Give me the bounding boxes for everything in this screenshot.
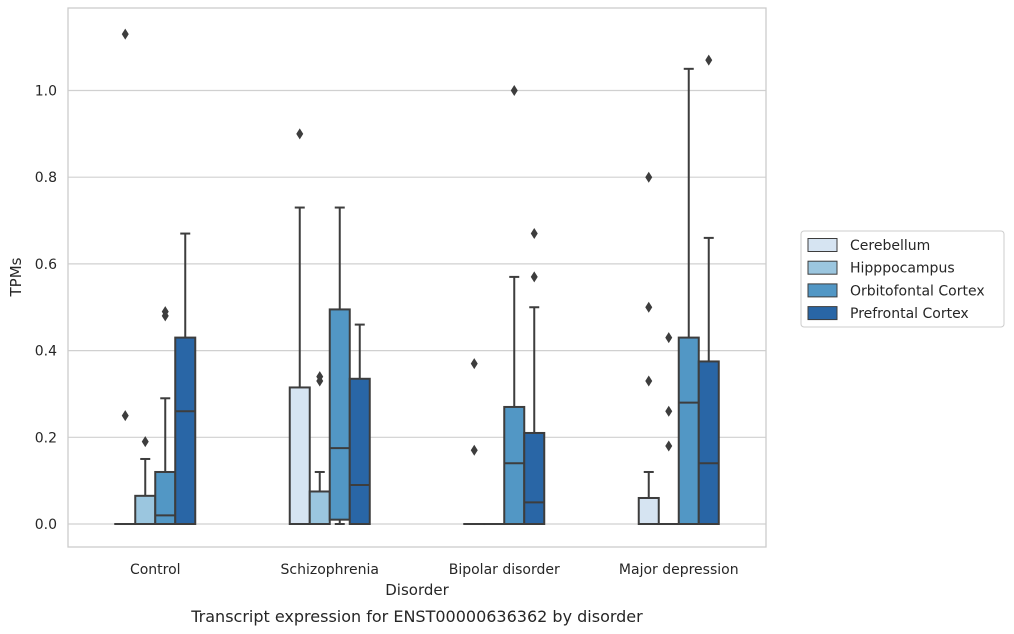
box-hipppocampus bbox=[134, 436, 157, 526]
outlier-point bbox=[470, 358, 478, 370]
box-body bbox=[134, 494, 157, 526]
box-body bbox=[174, 336, 197, 525]
outlier-point bbox=[141, 436, 149, 448]
box-orbitofontal-cortex bbox=[677, 67, 700, 525]
outlier-point bbox=[665, 405, 673, 417]
legend-swatch bbox=[807, 260, 838, 275]
legend-label: Cerebellum bbox=[850, 238, 930, 254]
outlier-point bbox=[161, 306, 169, 318]
y-tick-label: 0.0 bbox=[35, 517, 57, 533]
outlier-point bbox=[121, 410, 129, 422]
legend-swatch bbox=[807, 238, 838, 252]
outlier-point bbox=[470, 444, 478, 456]
box-prefrontal-cortex bbox=[523, 228, 546, 525]
legend: Cerebellum Hipppocampus Orbitofontal Corte… bbox=[800, 230, 1005, 328]
outlier-point bbox=[645, 301, 653, 313]
box-body bbox=[328, 308, 351, 521]
outlier-point bbox=[665, 440, 673, 452]
outlier-point bbox=[530, 271, 538, 283]
box-cerebellum bbox=[463, 358, 486, 526]
y-tick-label: 0.4 bbox=[35, 344, 57, 360]
y-axis-label: TPMs bbox=[7, 257, 25, 297]
box-body bbox=[348, 377, 371, 525]
x-tick-labels: Control Schizophrenia Bipolar disorder Majo… bbox=[130, 562, 739, 578]
legend-label: Orbitofontal Cortex bbox=[850, 283, 985, 299]
boxes-group bbox=[114, 28, 720, 526]
box-body bbox=[677, 336, 700, 525]
box-prefrontal-cortex bbox=[174, 232, 197, 525]
outlier-point bbox=[296, 128, 304, 140]
legend-label: Hipppocampus bbox=[850, 261, 955, 277]
box-prefrontal-cortex bbox=[348, 323, 371, 525]
box-body bbox=[523, 431, 546, 525]
box-cerebellum bbox=[288, 128, 311, 526]
y-tick-label: 0.8 bbox=[35, 170, 57, 186]
box-body bbox=[697, 360, 720, 525]
box-body bbox=[637, 496, 660, 525]
box-cerebellum bbox=[637, 171, 660, 525]
chart-caption: Transcript expression for ENST0000063636… bbox=[190, 607, 643, 626]
outlier-point bbox=[510, 85, 518, 96]
x-tick-label: Major depression bbox=[619, 562, 739, 578]
y-tick-label: 0.2 bbox=[35, 430, 57, 446]
legend-swatch bbox=[807, 306, 838, 321]
y-tick-label: 1.0 bbox=[35, 84, 57, 100]
outlier-point bbox=[316, 371, 324, 383]
outlier-point bbox=[530, 228, 538, 240]
box-body bbox=[503, 405, 526, 525]
legend-frame bbox=[800, 230, 1005, 328]
outlier-point bbox=[645, 171, 653, 183]
box-prefrontal-cortex bbox=[697, 54, 720, 525]
legend-label: Prefrontal Cortex bbox=[850, 306, 969, 322]
outlier-point bbox=[645, 375, 653, 387]
box-hipppocampus bbox=[308, 371, 331, 525]
plot-frame bbox=[67, 7, 767, 548]
outlier-point bbox=[665, 332, 673, 344]
outlier-point bbox=[121, 28, 129, 40]
x-tick-label: Schizophrenia bbox=[281, 562, 379, 578]
outlier-point bbox=[705, 54, 713, 66]
box-body bbox=[288, 386, 311, 526]
x-tick-label: Control bbox=[130, 562, 181, 578]
x-axis-label: Disorder bbox=[385, 581, 449, 599]
x-tick-label: Bipolar disorder bbox=[449, 562, 560, 578]
legend-swatch bbox=[807, 283, 838, 298]
box-orbitofontal-cortex bbox=[154, 306, 177, 526]
y-tick-labels: 0.0 0.2 0.4 0.6 0.8 1.0 bbox=[35, 84, 57, 534]
plot-area bbox=[67, 7, 767, 548]
box-body bbox=[308, 490, 331, 525]
plot-background bbox=[68, 8, 766, 547]
y-tick-label: 0.6 bbox=[35, 257, 57, 273]
